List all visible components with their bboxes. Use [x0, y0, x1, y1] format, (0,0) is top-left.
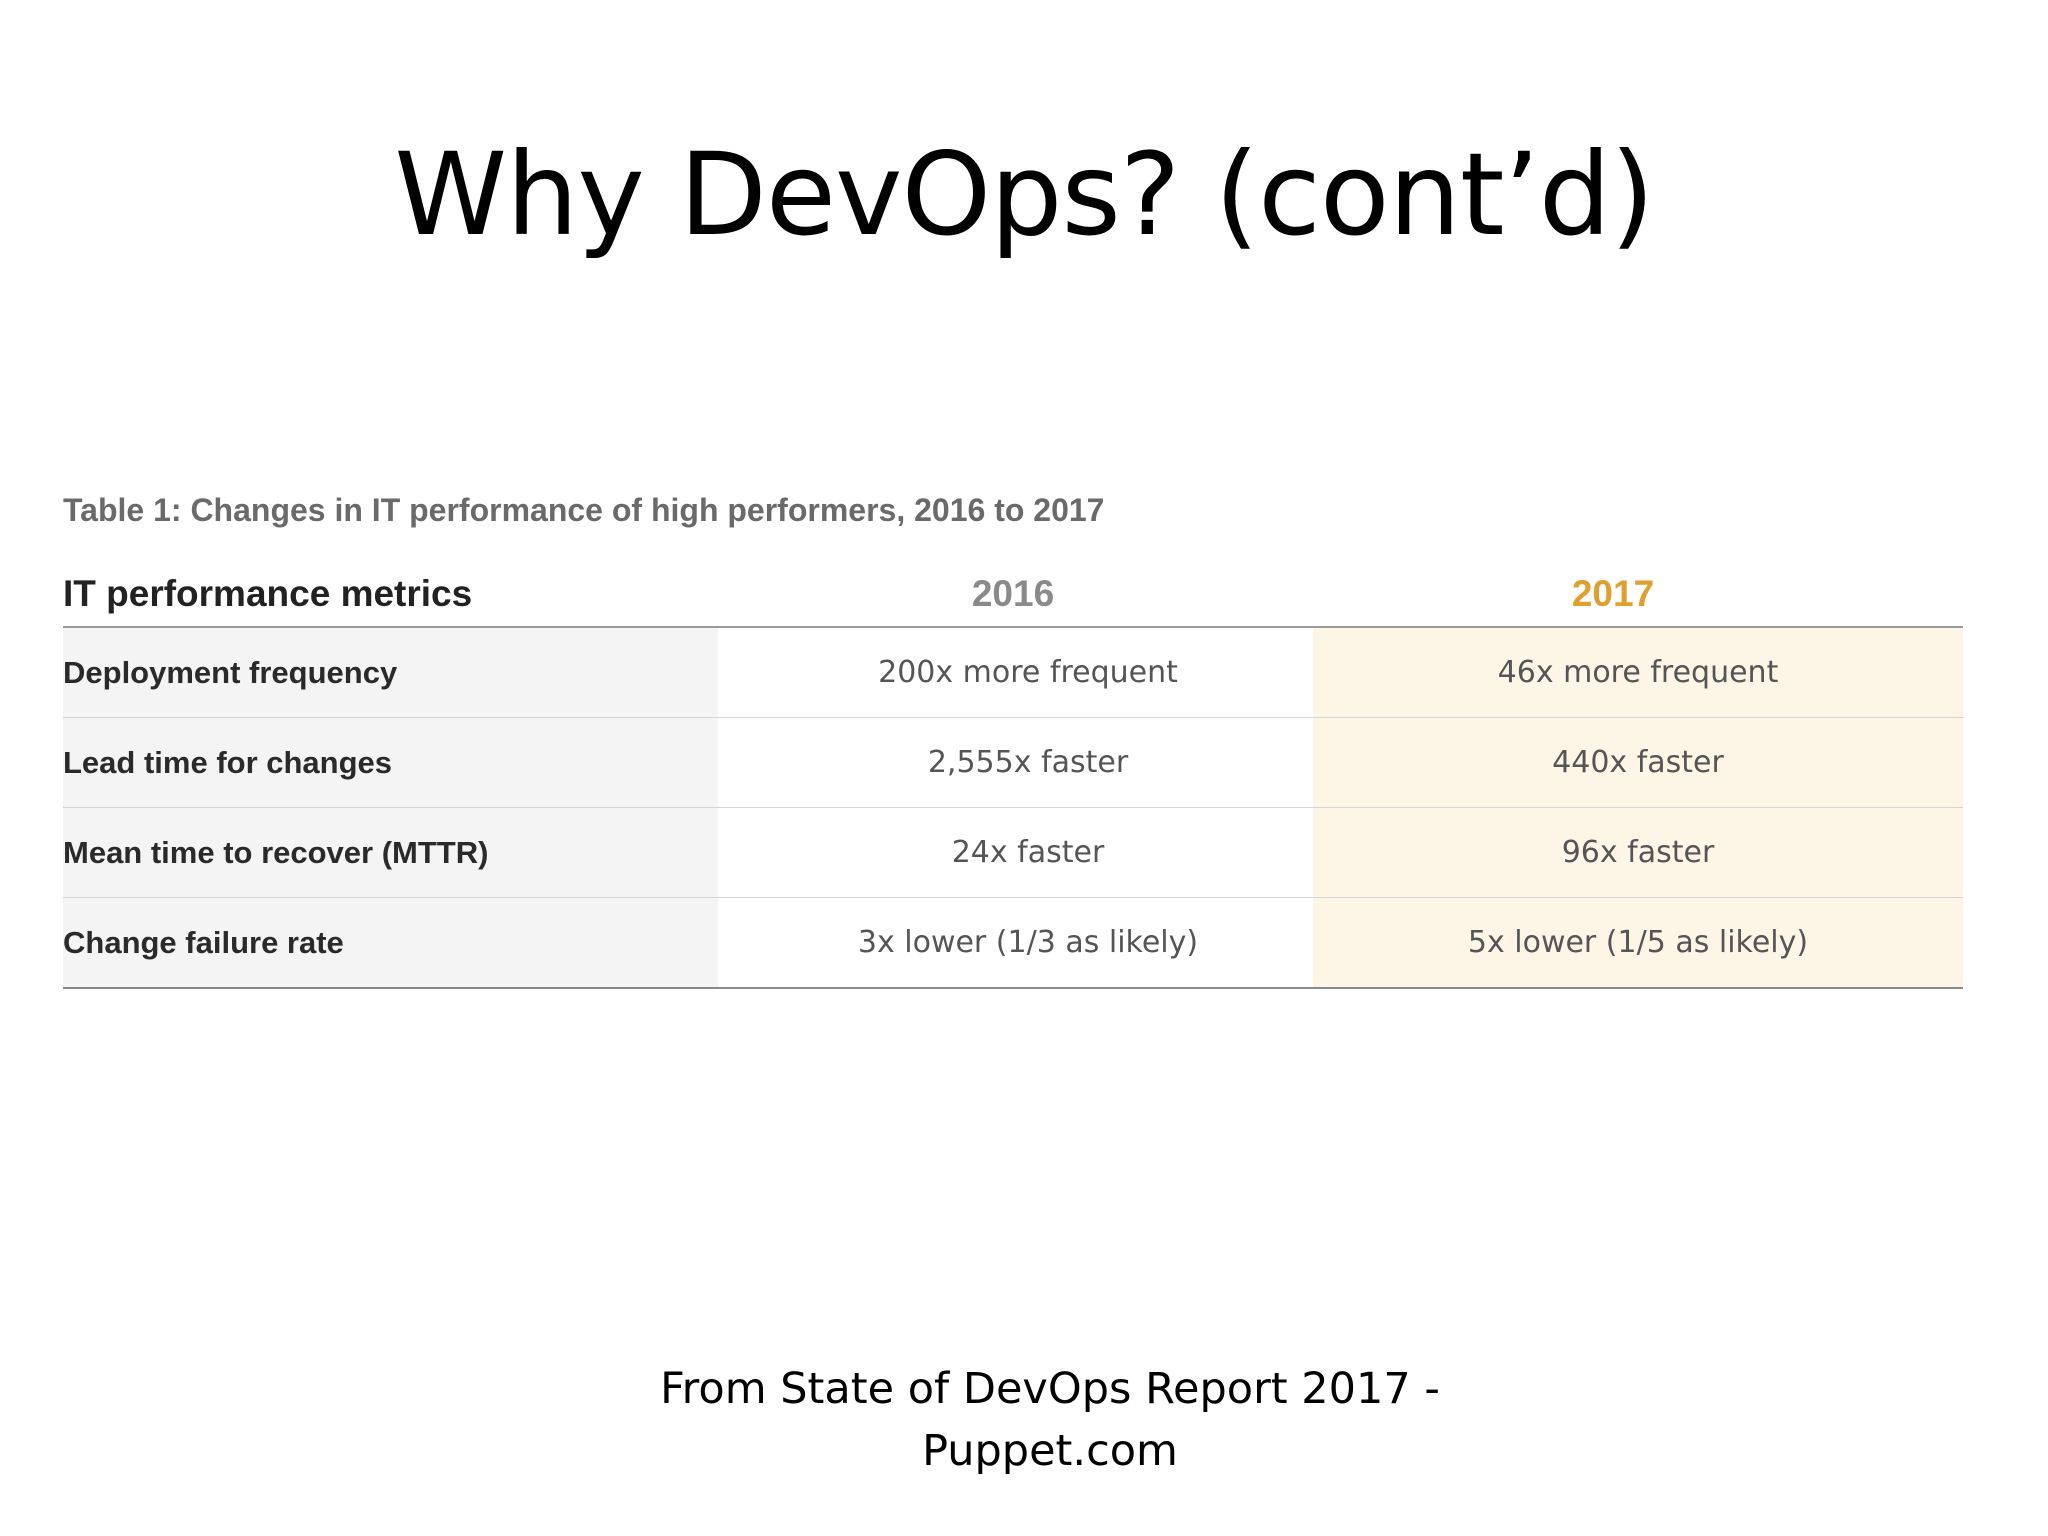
slide-title: Why DevOps? (cont’d): [394, 128, 1654, 261]
source-line-1: From State of DevOps Report 2017 -: [660, 1364, 1440, 1414]
value-2017-cell: 46x more frequent: [1313, 628, 1963, 717]
source-note: From State of DevOps Report 2017 - Puppe…: [0, 1358, 2048, 1482]
table-row: Lead time for changes 2,555x faster 440x…: [63, 718, 1963, 808]
table-row: Change failure rate 3x lower (1/3 as lik…: [63, 898, 1963, 989]
header-metrics: IT performance metrics: [63, 573, 473, 614]
metric-cell: Lead time for changes: [63, 718, 718, 807]
value-2017-cell: 5x lower (1/5 as likely): [1313, 898, 1963, 987]
header-2016: 2016: [971, 573, 1055, 614]
metric-cell: Mean time to recover (MTTR): [63, 808, 718, 897]
value-2016-cell: 3x lower (1/3 as likely): [718, 898, 1338, 987]
value-2016-cell: 200x more frequent: [718, 628, 1338, 717]
source-line-2: Puppet.com: [922, 1426, 1178, 1476]
table-body: Deployment frequency 200x more frequent …: [63, 628, 1963, 989]
table-caption: Table 1: Changes in IT performance of hi…: [63, 492, 1105, 528]
header-2017: 2017: [1571, 573, 1655, 614]
value-2016-cell: 2,555x faster: [718, 718, 1338, 807]
metric-cell: Change failure rate: [63, 898, 718, 987]
value-2017-cell: 440x faster: [1313, 718, 1963, 807]
value-2016-cell: 24x faster: [718, 808, 1338, 897]
table-row: Deployment frequency 200x more frequent …: [63, 628, 1963, 718]
table-header: IT performance metrics 2016 2017: [63, 562, 1963, 626]
value-2017-cell: 96x faster: [1313, 808, 1963, 897]
performance-table: Table 1: Changes in IT performance of hi…: [63, 472, 1968, 992]
metric-cell: Deployment frequency: [63, 628, 718, 717]
header-divider: [63, 626, 1963, 628]
table-row: Mean time to recover (MTTR) 24x faster 9…: [63, 808, 1963, 898]
